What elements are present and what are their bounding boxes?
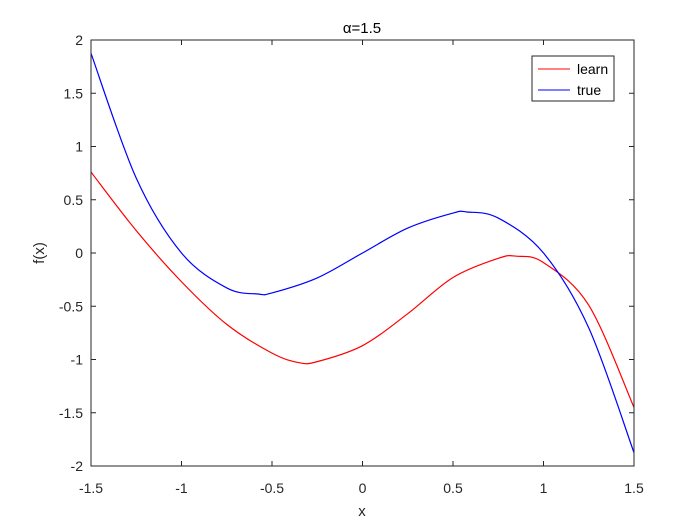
- legend-label-learn: learn: [577, 61, 608, 77]
- y-tick-label: -1.5: [59, 405, 83, 421]
- series-line-true: [90, 53, 635, 453]
- y-tick-label: -0.5: [59, 298, 83, 314]
- y-tick-label: 0.5: [64, 192, 84, 208]
- series-line-learn: [90, 171, 635, 408]
- chart-title: α=1.5: [343, 20, 381, 37]
- y-tick-label: 2: [75, 32, 83, 48]
- legend: learn true: [531, 55, 615, 102]
- y-tick-label: 1.5: [64, 85, 84, 101]
- x-tick-label: 0.5: [443, 480, 463, 496]
- series-layer: [90, 53, 635, 453]
- x-tick-label: 0: [359, 480, 367, 496]
- x-tick-label: -1: [175, 480, 188, 496]
- x-tick-label: 1: [540, 480, 548, 496]
- legend-box: [531, 55, 615, 102]
- x-tick-label: -1.5: [79, 480, 103, 496]
- y-tick-label: -1: [71, 352, 84, 368]
- y-axis-title: f(x): [31, 242, 48, 264]
- x-tick-label: 1.5: [624, 480, 644, 496]
- y-tick-label: -2: [71, 458, 84, 474]
- legend-label-true: true: [577, 82, 601, 98]
- x-axis-title: x: [358, 503, 366, 520]
- ticks-layer: -1.5 -1 -0.5 0 0.5 1 1.5 -2 -1.5 -1 -0.5 0 0.5 1 1.5 2: [59, 32, 644, 496]
- y-tick-label: 1: [75, 139, 83, 155]
- x-tick-label: -0.5: [260, 480, 284, 496]
- y-tick-label: 0: [75, 245, 83, 261]
